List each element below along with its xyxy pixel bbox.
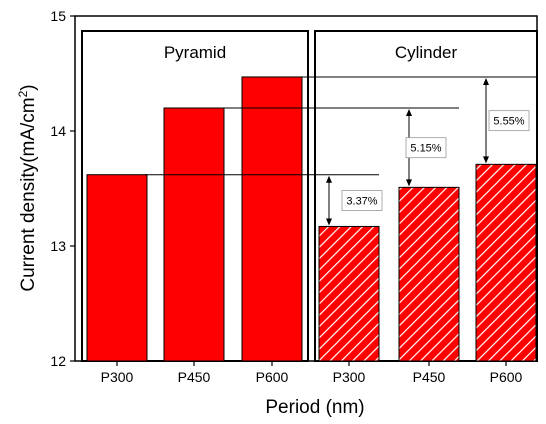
pyramid-bar [241,76,303,362]
y-tick-label: 12 [50,353,66,369]
arrow-head-down [326,218,332,226]
x-tick-label: P300 [333,369,366,385]
annotation-box [405,137,447,159]
x-tick-label: P300 [101,369,134,385]
annotation-label: 5.55% [493,116,524,128]
x-tick-label: P600 [256,369,289,385]
arrow-head-down [406,179,412,187]
arrow-head-up [326,175,332,183]
annotation-label: 3.37% [346,196,377,208]
annotation-label: 5.15% [410,143,441,155]
arrow-head-up [406,109,412,116]
pyramid-bar [86,174,148,362]
x-axis-label: Period (nm) [265,397,364,418]
x-tick-label: P450 [178,369,211,385]
cylinder-bar [318,225,380,362]
pyramid-bar [163,107,225,362]
plot-area: 12 13 14 15 Pyramid Cylinder P300 P450 P600 P300 P… [50,8,538,385]
y-tick-label: 13 [50,238,66,254]
annotation-box [341,190,383,211]
x-tick-label: P450 [413,369,446,385]
x-tick-label: P600 [490,369,523,385]
y-tick-label: 14 [50,123,66,139]
arrow-head-up [483,77,489,85]
cylinder-bar [475,163,537,362]
y-tick-label: 15 [50,8,66,24]
cylinder-bar [398,186,460,362]
y-axis-label: Current density(mA/cm2) [16,84,39,291]
arrow-head-down [483,156,489,164]
annotation-box [488,110,530,132]
group-label: Cylinder [395,43,458,62]
group-label: Pyramid [164,43,226,62]
